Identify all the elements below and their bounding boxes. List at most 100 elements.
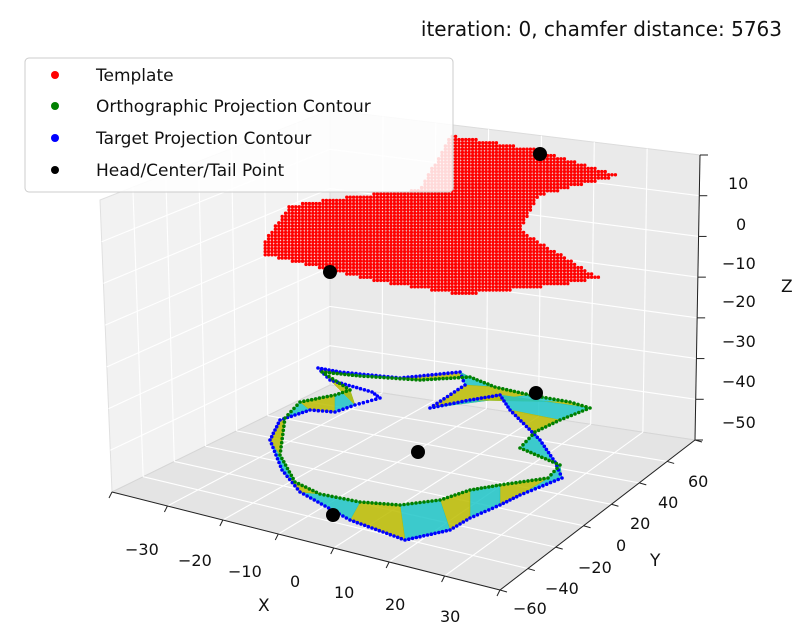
template-point: [294, 208, 298, 212]
template-point: [569, 182, 573, 187]
template-point: [511, 249, 516, 254]
template-point: [443, 285, 448, 289]
template-point: [392, 256, 397, 260]
template-point: [464, 233, 468, 238]
target-contour-point: [498, 503, 502, 507]
template-point: [453, 201, 458, 206]
target-contour-point: [464, 518, 469, 522]
template-point: [491, 246, 495, 251]
template-point: [307, 217, 312, 222]
template-point: [538, 163, 543, 167]
target-contour-point: [358, 386, 363, 391]
template-point: [501, 144, 505, 148]
template-point: [317, 265, 322, 270]
template-point: [447, 246, 451, 251]
template-point: [477, 153, 482, 158]
template-point: [501, 185, 505, 190]
template-point: [324, 237, 329, 241]
template-point: [287, 211, 291, 215]
template-point: [498, 230, 502, 235]
x-tick-mark: [330, 547, 335, 555]
template-point: [443, 211, 448, 215]
template-point: [270, 253, 274, 257]
template-point: [589, 176, 594, 180]
template-point: [521, 198, 526, 203]
template-point: [576, 182, 580, 187]
template-point: [498, 288, 502, 292]
template-point: [379, 201, 383, 206]
template-point: [470, 237, 475, 241]
ortho-contour-point: [437, 377, 442, 381]
target-contour-point: [440, 403, 444, 408]
orthographic-projection-contour: [278, 370, 592, 507]
ortho-contour-point: [279, 440, 284, 445]
template-point: [552, 185, 556, 190]
template-point: [481, 169, 485, 174]
template-point: [426, 198, 431, 203]
template-point: [504, 227, 509, 231]
template-point: [457, 189, 461, 193]
template-point: [562, 173, 567, 177]
template-point: [562, 160, 567, 164]
template-point: [300, 205, 305, 209]
template-point: [484, 163, 488, 167]
template-point: [392, 240, 397, 244]
template-point: [481, 157, 485, 161]
template-point: [555, 253, 560, 257]
template-point: [552, 265, 556, 270]
template-point: [525, 195, 529, 199]
template-point: [515, 176, 519, 180]
template-point: [545, 275, 550, 279]
template-point: [389, 265, 393, 270]
template-point: [311, 230, 315, 235]
template-point: [409, 278, 414, 283]
template-point: [304, 259, 308, 263]
target-contour-point: [337, 408, 341, 413]
template-point: [362, 249, 366, 254]
template-point: [389, 221, 393, 225]
template-point: [416, 211, 420, 215]
template-point: [515, 285, 519, 289]
template-point: [396, 205, 400, 209]
template-point: [409, 230, 414, 235]
template-point: [538, 249, 543, 254]
template-point: [453, 259, 458, 263]
template-point: [392, 214, 397, 219]
template-point: [467, 201, 471, 206]
y-tick-mark: [583, 525, 591, 529]
ortho-contour-point: [298, 400, 302, 404]
template-point: [341, 217, 346, 222]
template-point: [379, 192, 383, 196]
template-point: [297, 249, 301, 254]
template-point: [572, 275, 577, 279]
template-point: [481, 253, 485, 257]
template-point: [334, 246, 339, 251]
template-point: [525, 269, 529, 273]
target-contour-point: [425, 533, 430, 537]
template-point: [430, 208, 434, 212]
template-point: [596, 169, 601, 174]
template-point: [457, 157, 461, 161]
template-point: [470, 163, 475, 167]
template-point: [545, 269, 550, 273]
template-point: [406, 224, 410, 228]
template-point: [290, 224, 295, 228]
template-point: [487, 208, 492, 212]
template-point: [443, 205, 448, 209]
template-point: [521, 246, 526, 251]
target-contour-point: [395, 535, 400, 540]
template-point: [328, 259, 332, 263]
template-point: [375, 217, 380, 222]
template-point: [358, 246, 363, 251]
ortho-contour-point: [530, 478, 534, 483]
template-point: [494, 192, 499, 196]
template-point: [586, 169, 590, 174]
ortho-contour-point: [313, 397, 318, 401]
template-point: [470, 275, 475, 279]
template-point: [297, 208, 301, 212]
ortho-contour-point: [548, 396, 552, 401]
template-point: [358, 253, 363, 257]
target-contour-point: [544, 482, 549, 487]
template-point: [555, 185, 560, 190]
template-point: [413, 240, 417, 244]
